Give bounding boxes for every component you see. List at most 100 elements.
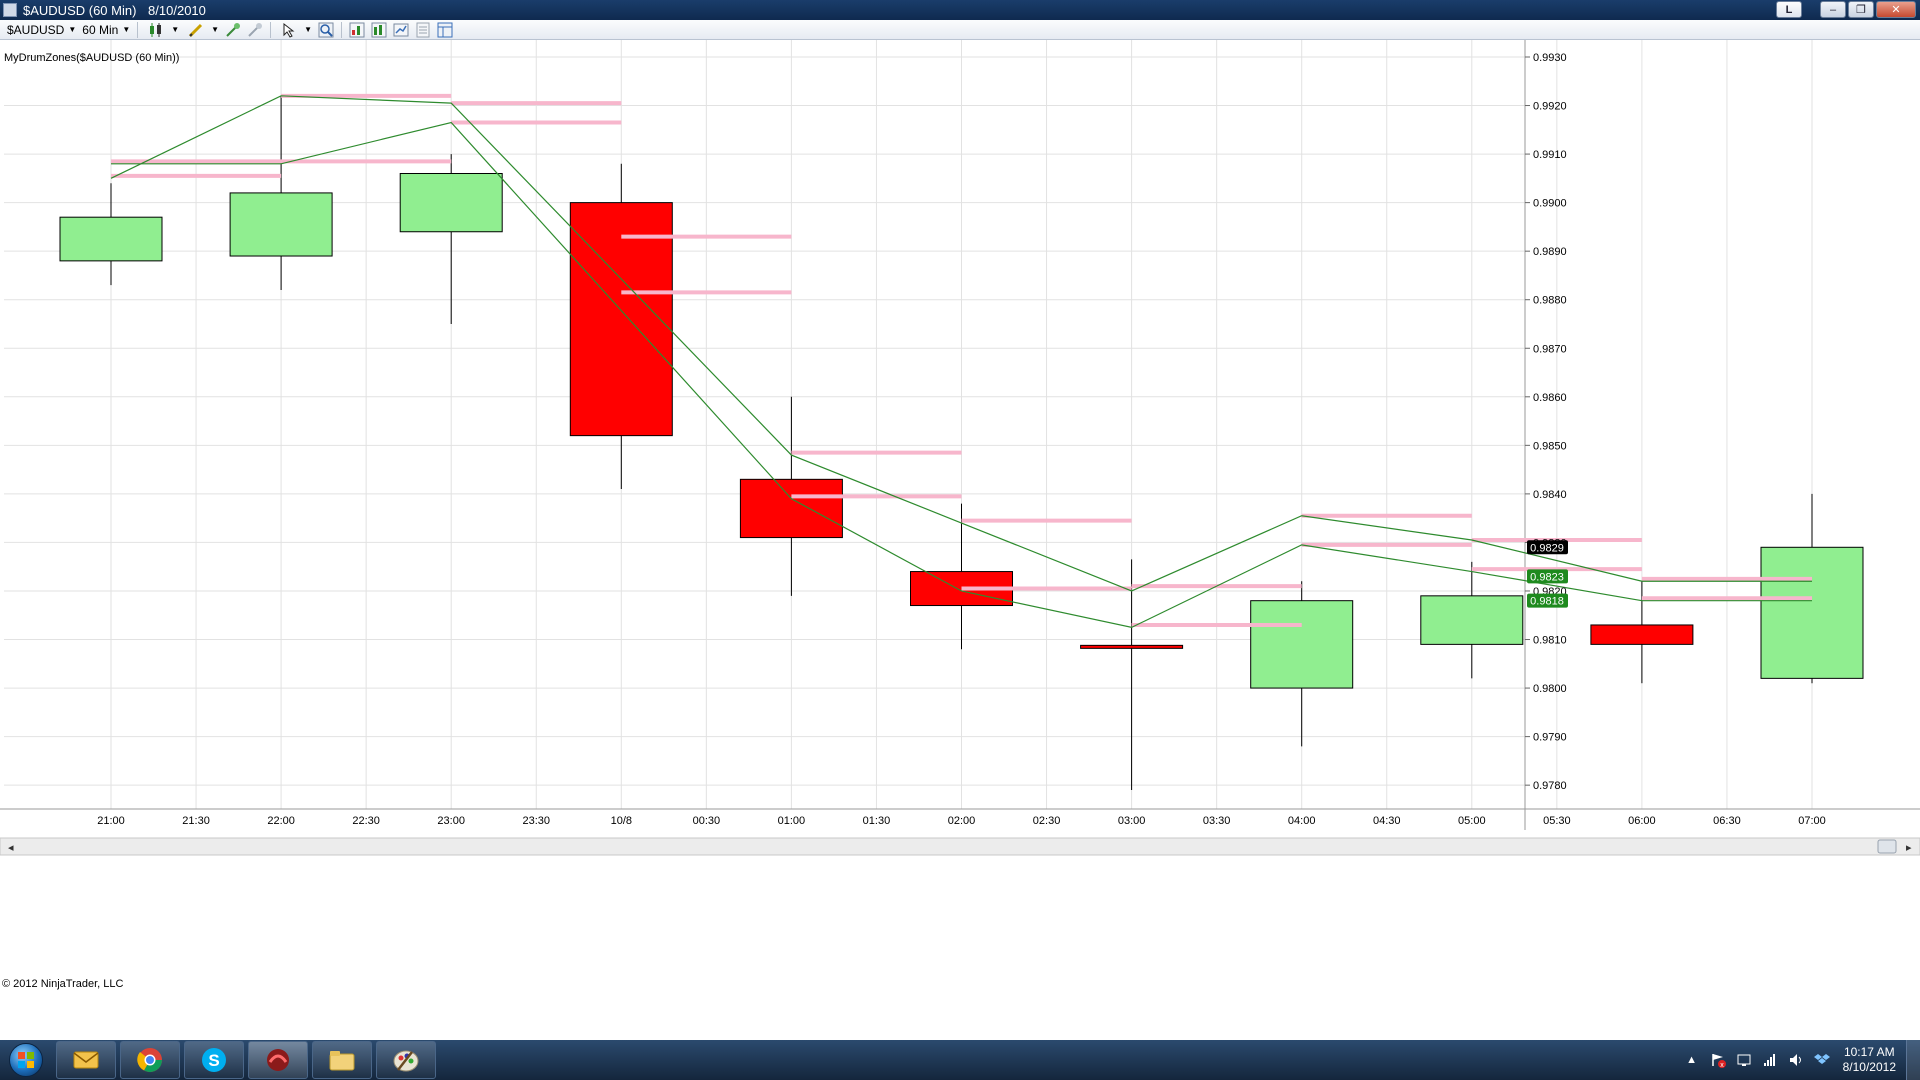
price-tick-label: 0.9780 [1533,780,1567,792]
layout-icon[interactable] [437,22,453,38]
show-hidden-icons-icon[interactable]: ▲ [1686,1054,1698,1066]
scrollbar-thumb[interactable] [1877,839,1897,854]
system-tray: ▲ x 10:17 AM 8/10/2012 [1679,1040,1920,1080]
svg-text:x: x [1720,1062,1724,1068]
candle-up [1760,546,1864,679]
close-button[interactable]: ✕ [1876,1,1916,18]
drawing-tools-button[interactable]: ▼ [182,21,222,39]
price-badge [1527,569,1568,584]
chevron-down-icon: ▼ [171,25,180,34]
window-title-date: 8/10/2010 [148,2,206,18]
chart-style-button[interactable]: ▼ [142,21,182,39]
system-clock[interactable]: 10:17 AM 8/10/2012 [1843,1045,1896,1075]
trend-line [110,95,1812,592]
time-tick-label: 00:30 [693,815,721,827]
chart-image-icon[interactable] [393,22,409,38]
clock-time: 10:17 AM [1843,1045,1895,1059]
price-chart[interactable]: 0.9930 0.9920 0.9910 0.9900 0.9890 0.9880 0.98… [0,40,1920,1072]
taskbar-chrome-button[interactable] [120,1041,180,1079]
maximize-button[interactable]: ❐ [1848,1,1874,18]
clock-date: 8/10/2012 [1842,1060,1896,1074]
copyright-label: © 2012 NinjaTrader, LLC [2,978,124,990]
time-tick-label: 05:00 [1458,815,1486,827]
pencil-icon [189,23,203,37]
toolbar-divider [270,21,272,38]
dropbox-icon[interactable] [1813,1052,1830,1068]
price-tick-label: 0.9840 [1533,489,1567,501]
skype-icon: S [202,1048,226,1072]
ninjatrader-icon [267,1049,289,1071]
indicators-icon[interactable] [349,22,365,38]
taskbar-skype-button[interactable]: S [184,1041,244,1079]
folder-icon [329,1051,355,1071]
price-tick-label: 0.9890 [1533,246,1567,258]
chevron-down-icon: ▼ [68,25,77,34]
zoom-icon[interactable] [318,22,334,38]
time-tick-label: 07:00 [1798,815,1826,827]
price-tick-label: 0.9810 [1533,635,1567,647]
price-tick-label: 0.9790 [1533,732,1567,744]
close-icon: ✕ [1891,4,1901,16]
minimize-button[interactable]: – [1820,1,1846,18]
price-badge [1527,540,1568,555]
trend-line [111,121,1812,629]
instrument-selector[interactable]: $AUDUSD ▼ [4,21,79,39]
window-controls: L – ❐ ✕ [1774,1,1916,18]
candlestick-icon [150,22,162,37]
time-tick-label: 01:00 [778,815,806,827]
display-icon[interactable] [1736,1052,1752,1068]
price-tick-label: 0.9930 [1533,52,1567,64]
link-button[interactable]: L [1776,1,1802,18]
time-tick-label: 01:30 [863,815,891,827]
trend-lines [110,95,1812,629]
price-badge-label: 0.9829 [1530,542,1564,554]
time-tick-label: 02:00 [948,815,976,827]
price-tick-label: 0.9800 [1533,683,1567,695]
candle-down [1080,644,1184,649]
time-tick-label: 22:00 [267,815,295,827]
cursor-mode-button[interactable]: ▼ [275,21,315,39]
taskbar-ninjatrader-button[interactable] [248,1041,308,1079]
windows-logo-icon [9,1043,43,1077]
taskbar-paint-button[interactable] [376,1041,436,1079]
chart-panel[interactable]: 0.9930 0.9920 0.9910 0.9900 0.9890 0.9880 0.98… [0,40,1920,1072]
price-tick-label: 0.9880 [1533,295,1567,307]
time-tick-label: 21:30 [182,815,210,827]
time-tick-label: 03:30 [1203,815,1231,827]
hide-drawings-icon[interactable] [247,22,263,38]
time-tick-label: 23:00 [437,815,465,827]
price-badge [1527,593,1568,608]
zone-lines [111,93,1812,627]
restore-icon: ❐ [1856,4,1866,16]
price-badge-label: 0.9823 [1530,571,1564,583]
candle-down [1590,624,1694,645]
interval-selector[interactable]: 60 Min ▼ [79,21,133,39]
time-tick-label: 02:30 [1033,815,1061,827]
paint-icon [393,1050,419,1072]
horizontal-scrollbar[interactable]: ◂ ▸ [0,837,1920,856]
scroll-right-icon[interactable]: ▸ [1906,841,1912,854]
candle-up [1250,600,1354,689]
taskbar-explorer-button[interactable] [312,1041,372,1079]
start-button[interactable] [0,1040,52,1080]
interval-label: 60 Min [82,22,119,37]
taskbar-outlook-button[interactable] [56,1041,116,1079]
action-center-icon[interactable]: x [1710,1052,1726,1068]
show-desktop-button[interactable] [1906,1040,1920,1080]
network-signal-icon[interactable] [1762,1052,1778,1068]
scroll-left-icon[interactable]: ◂ [8,841,14,854]
properties-icon[interactable] [415,22,431,38]
time-tick-label: 22:30 [352,815,380,827]
global-draw-icon[interactable] [225,22,241,38]
toolbar-divider [341,21,342,38]
time-tick-label: 04:00 [1288,815,1316,827]
mail-icon [73,1051,99,1069]
candles [59,95,1864,791]
price-tick-label: 0.9870 [1533,343,1567,355]
strategies-icon[interactable] [371,22,387,38]
price-tick-label: 0.9850 [1533,440,1567,452]
price-tick-label: 0.9900 [1533,198,1567,210]
time-tick-label: 23:30 [522,815,550,827]
app-icon [3,3,17,17]
volume-icon[interactable] [1788,1052,1804,1068]
